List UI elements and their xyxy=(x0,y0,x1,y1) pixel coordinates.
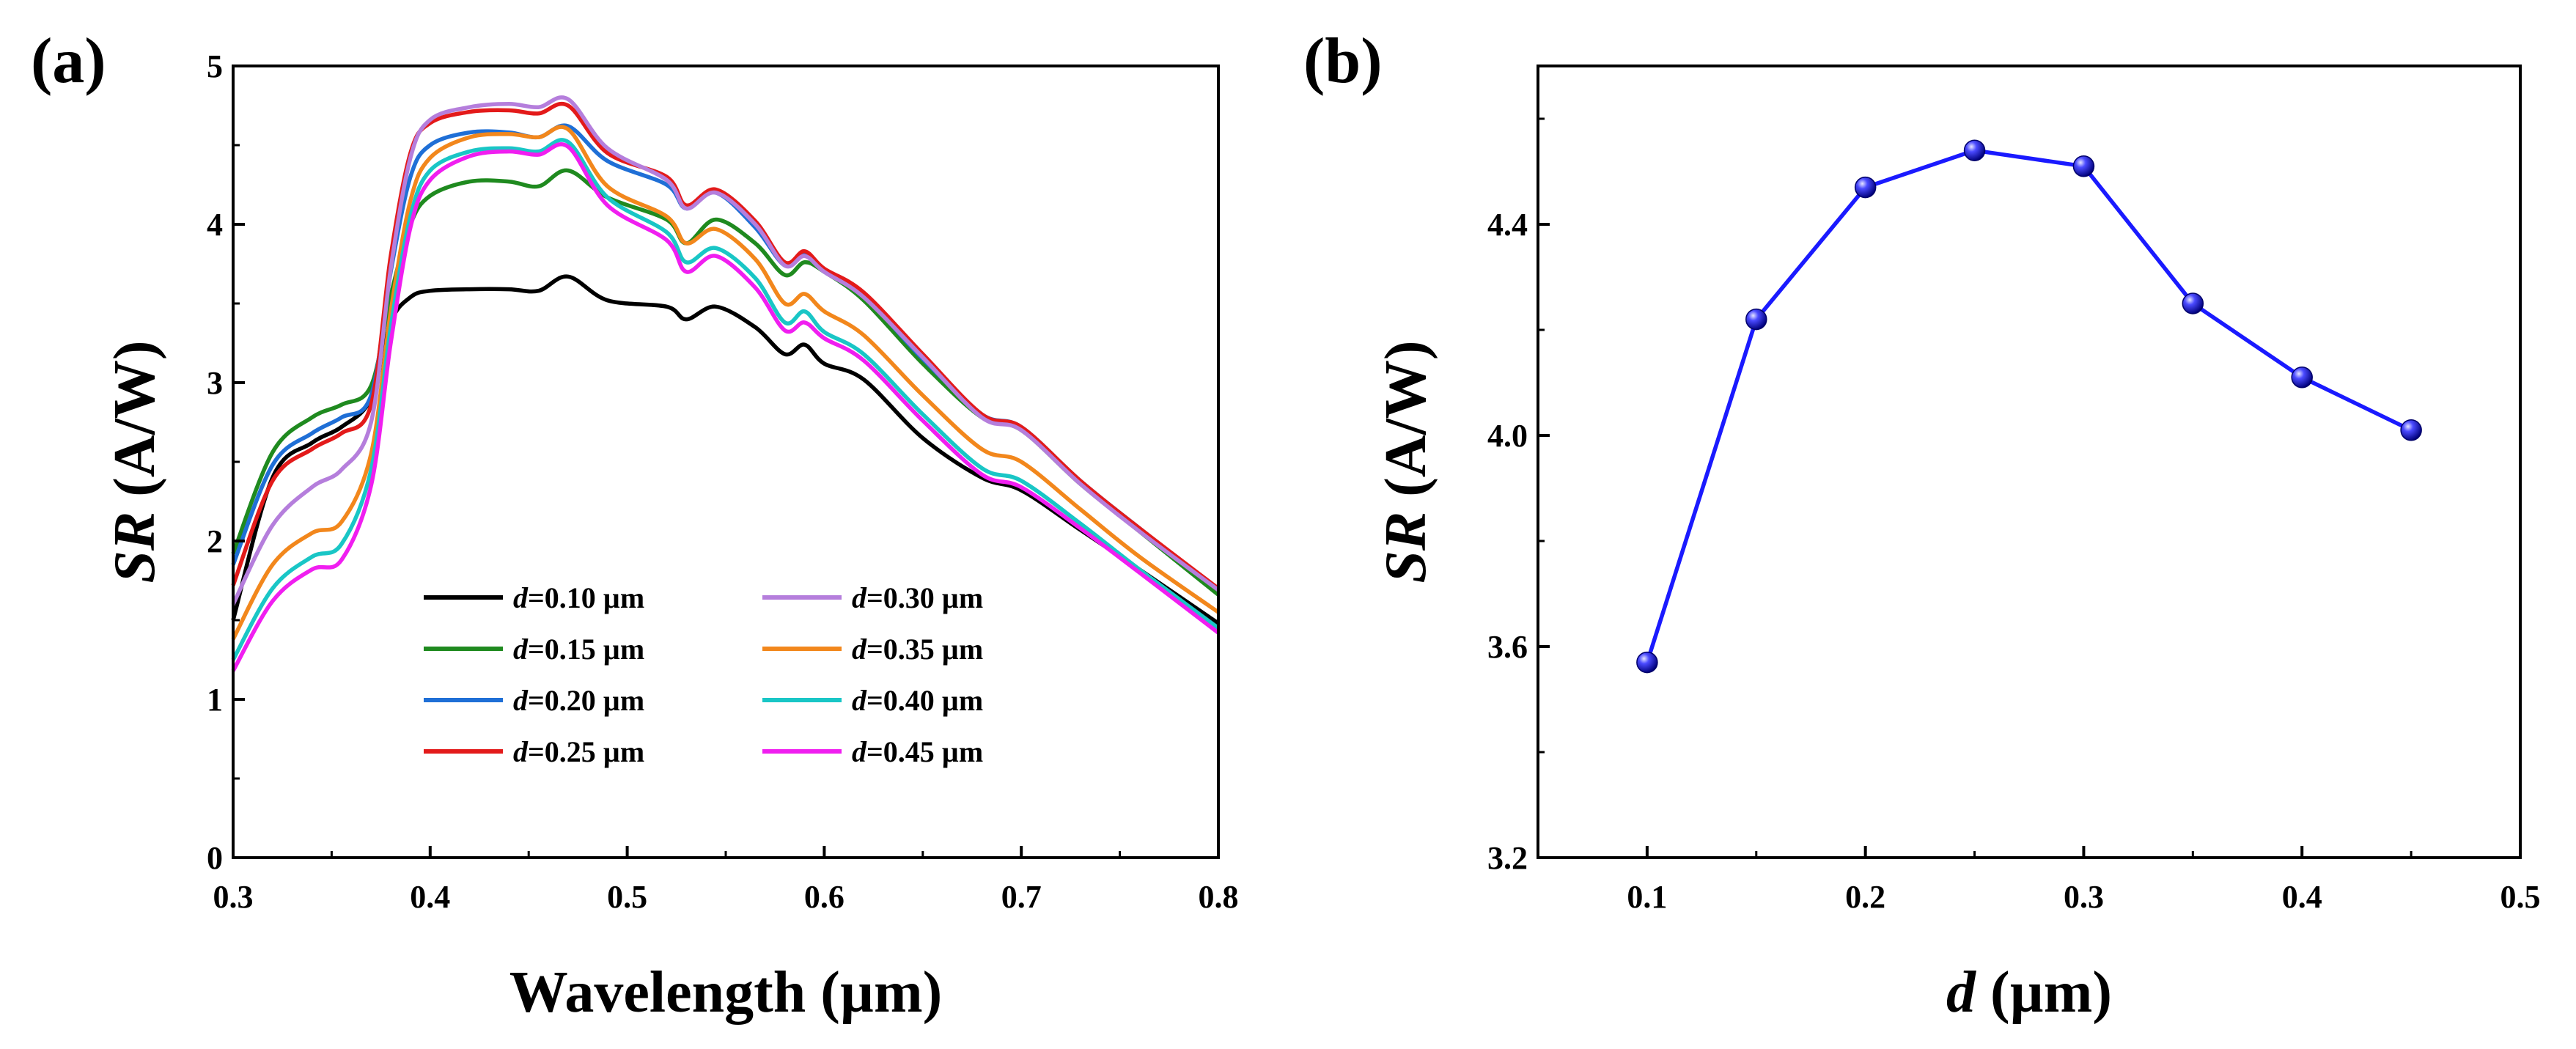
data-point-0 xyxy=(1636,651,1658,674)
xtick-label: 0.5 xyxy=(607,879,647,915)
legend-label-var: d xyxy=(513,633,529,666)
data-point-2 xyxy=(1854,176,1877,199)
ytick-label: 4.4 xyxy=(1487,207,1528,243)
xtick-label: 0.5 xyxy=(2500,879,2541,915)
series-line-045 xyxy=(231,142,1220,672)
data-point-7 xyxy=(2400,419,2422,441)
ytick-label: 5 xyxy=(207,48,223,84)
ytick-label: 3.2 xyxy=(1487,840,1528,876)
legend-label-value: =0.40 µm xyxy=(866,684,983,717)
legend-label-value: =0.15 µm xyxy=(528,633,644,666)
legend-label: d=0.30 µm xyxy=(852,581,983,614)
legend-label-value: =0.30 µm xyxy=(866,581,983,614)
data-point-6 xyxy=(2291,367,2313,389)
legend-label-var: d xyxy=(852,684,867,717)
legend-label: d=0.45 µm xyxy=(852,735,983,768)
legend-item: d=0.20 µm xyxy=(424,684,644,717)
chart-a-series-group xyxy=(231,95,1220,672)
legend-item: d=0.25 µm xyxy=(424,735,644,768)
ytick-label: 4 xyxy=(207,207,223,243)
series-line-025 xyxy=(231,101,1220,590)
series-line-030 xyxy=(231,95,1220,606)
xtick-label: 0.1 xyxy=(1627,879,1667,915)
ytick-label: 3 xyxy=(207,365,223,401)
legend-label: d=0.25 µm xyxy=(513,735,644,768)
xtick-label: 0.3 xyxy=(2064,879,2104,915)
data-point-5 xyxy=(2182,292,2204,314)
ytick-label: 3.6 xyxy=(1487,629,1528,665)
xtick-label: 0.8 xyxy=(1199,879,1239,915)
legend-label: d=0.20 µm xyxy=(513,684,644,717)
legend-label: d=0.10 µm xyxy=(513,581,644,614)
series-line-035 xyxy=(231,125,1220,641)
legend-label: d=0.35 µm xyxy=(852,633,983,666)
legend-label-var: d xyxy=(513,735,529,768)
sr-vs-d-line xyxy=(1645,148,2413,663)
legend-item: d=0.45 µm xyxy=(762,735,983,768)
legend-label-var: d xyxy=(852,581,867,614)
ytick-label: 2 xyxy=(207,523,223,559)
legend-item: d=0.30 µm xyxy=(762,581,983,614)
xtick-label: 0.6 xyxy=(804,879,844,915)
legend-item: d=0.10 µm xyxy=(424,581,644,614)
data-point-3 xyxy=(1963,139,1986,161)
chart-a-frame xyxy=(232,65,1220,859)
panel-label-b: (b) xyxy=(1303,26,1383,97)
xtick-label: 0.4 xyxy=(2282,879,2322,915)
xtick-label: 0.7 xyxy=(1001,879,1042,915)
chart-b-xlabel: d (µm) xyxy=(1946,960,2112,1025)
legend-item: d=0.15 µm xyxy=(424,633,644,666)
legend-label-value: =0.45 µm xyxy=(866,735,983,768)
chart-b: 0.1 0.2 0.3 0.4 0.5 3.2 3.6 4.0 4.4 d (µm) SR (A… xyxy=(1374,65,2541,1025)
series-line-040 xyxy=(231,138,1220,661)
panel-label-a: (a) xyxy=(31,26,106,97)
legend-label-var: d xyxy=(513,684,529,717)
legend-label-value: =0.20 µm xyxy=(528,684,644,717)
ytick-label: 4.0 xyxy=(1487,418,1528,454)
legend-label-value: =0.25 µm xyxy=(528,735,644,768)
data-point-4 xyxy=(2072,155,2095,177)
chart-a-ticks: 0.3 0.4 0.5 0.6 0.7 0.8 0 1 2 3 4 5 xyxy=(207,48,1239,915)
legend-label-value: =0.35 µm xyxy=(866,633,983,666)
legend-label-value: =0.10 µm xyxy=(528,581,644,614)
chart-b-frame xyxy=(1537,65,2522,859)
legend-label-var: d xyxy=(852,735,867,768)
legend-label-var: d xyxy=(513,581,529,614)
chart-a-legend: d=0.10 µmd=0.15 µmd=0.20 µmd=0.25 µmd=0.… xyxy=(424,581,983,768)
data-point-1 xyxy=(1745,308,1767,331)
chart-a-ylabel: SR (A/W) xyxy=(103,340,167,583)
ytick-label: 1 xyxy=(207,682,223,718)
legend-label: d=0.15 µm xyxy=(513,633,644,666)
xtick-label: 0.2 xyxy=(1845,879,1885,915)
ytick-label: 0 xyxy=(207,840,223,876)
chart-b-series-group xyxy=(1636,139,2422,674)
chart-b-ticks: 0.1 0.2 0.3 0.4 0.5 3.2 3.6 4.0 4.4 xyxy=(1487,117,2541,915)
legend-label-var: d xyxy=(852,633,867,666)
legend-label: d=0.40 µm xyxy=(852,684,983,717)
chart-a-xlabel: Wavelength (µm) xyxy=(509,960,942,1025)
legend-item: d=0.35 µm xyxy=(762,633,983,666)
xtick-label: 0.3 xyxy=(213,879,254,915)
chart-b-ylabel: SR (A/W) xyxy=(1374,340,1438,583)
xtick-label: 0.4 xyxy=(410,879,450,915)
legend-item: d=0.40 µm xyxy=(762,684,983,717)
